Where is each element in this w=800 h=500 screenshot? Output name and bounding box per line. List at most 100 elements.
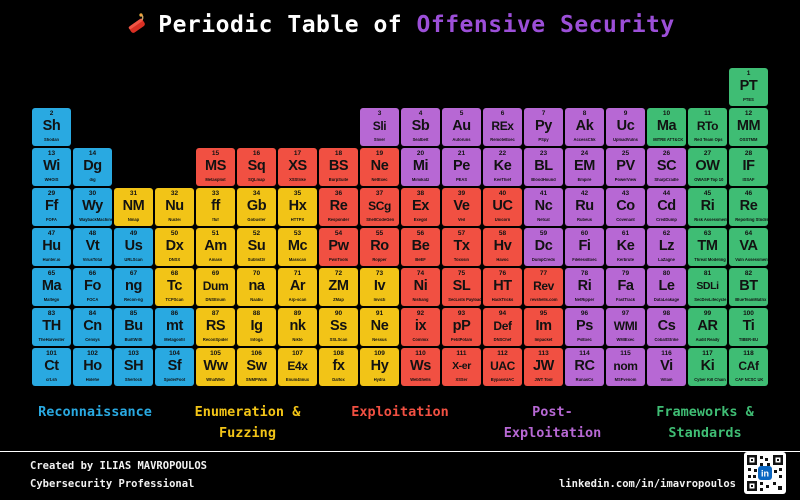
element-name: Red Team Ops (694, 138, 723, 143)
element-name: crt.sh (45, 378, 58, 383)
element-symbol: Hu (42, 238, 61, 255)
element-number: 15 (211, 149, 220, 157)
element-number: 109 (374, 349, 385, 357)
element-number: 18 (334, 149, 343, 157)
element-number: 104 (169, 349, 180, 357)
element-tile: 101 Ct crt.sh (32, 348, 71, 386)
element-name: UploadVulns (613, 138, 638, 143)
element-name: SQLmap (248, 178, 265, 183)
element-symbol: Lz (658, 238, 675, 255)
element-symbol: Uc (616, 118, 635, 135)
element-name: XSSer (455, 378, 468, 383)
element-tile: 22 Ke KeeThief (483, 148, 522, 186)
element-number: 2 (49, 109, 54, 117)
element-name: ShellCodeGen (366, 218, 395, 223)
element-name: Vuln Assessment (735, 258, 768, 263)
element-number: 57 (457, 229, 466, 237)
element-number: 76 (498, 269, 507, 277)
element-name: Audit Ready (695, 338, 720, 343)
element-number: 91 (375, 309, 384, 317)
element-name: Sherlock (124, 378, 143, 383)
element-tile: 107 E4x Enum4linux (278, 348, 317, 386)
element-name: Rubeus (577, 218, 592, 223)
element-tile: 21 Pe PEAS (442, 148, 481, 186)
element-number: 112 (497, 349, 508, 357)
element-tile: 92 ix Commix (401, 308, 440, 346)
element-number: 65 (47, 269, 56, 277)
element-name: Invicti (373, 298, 386, 303)
element-tile: 20 Mi Mimikatz (401, 148, 440, 186)
element-symbol: Ri (700, 198, 715, 215)
element-tile: 50 Dx DNSX (155, 228, 194, 266)
element-tile: 86 mt Metagoofil (155, 308, 194, 346)
element-tile: 80 Le DataLeakage (647, 268, 686, 306)
element-tile: 19 Ne NetExec (360, 148, 399, 186)
element-symbol: Am (204, 238, 227, 255)
element-symbol: Ve (453, 198, 470, 215)
element-tile: 4 Sb Seatbelt (401, 108, 440, 146)
element-number: 86 (170, 309, 179, 317)
element-number: 62 (662, 229, 671, 237)
element-symbol: ff (211, 198, 220, 215)
element-number: 48 (88, 229, 97, 237)
element-tile: 45 Ri Risk Assessment (688, 188, 727, 226)
element-symbol: ng (125, 278, 142, 295)
element-symbol: AR (697, 318, 718, 335)
element-number: 28 (744, 149, 753, 157)
element-symbol: MM (736, 118, 761, 135)
element-symbol: Gb (246, 198, 267, 215)
element-tile: 108 fx Dalfox (319, 348, 358, 386)
element-number: 71 (293, 269, 302, 277)
element-name: PowerView (614, 178, 637, 183)
element-number: 87 (211, 309, 220, 317)
element-name: Toxssin (453, 258, 470, 263)
element-name: PEAS (455, 178, 468, 183)
element-symbol: Us (124, 238, 143, 255)
element-tile: 70 na Naabu (237, 268, 276, 306)
element-name: OSSTMM (739, 138, 758, 143)
element-number: 52 (252, 229, 261, 237)
element-symbol: Cs (657, 318, 676, 335)
element-name: Nishang (412, 298, 429, 303)
legend-item-fw: Frameworks & Standards (656, 404, 754, 441)
element-tile: 40 UC Unicorn (483, 188, 522, 226)
element-tile: 54 Pw PwnTools (319, 228, 358, 266)
element-tile: 87 RS ReconSpider (196, 308, 235, 346)
element-tile: 7 Py PSpy (524, 108, 563, 146)
element-number: 79 (621, 269, 630, 277)
element-number: 74 (416, 269, 425, 277)
element-tile: 106 Sw SNMPWalk (237, 348, 276, 386)
element-number: 47 (47, 229, 56, 237)
element-name: Nmap (127, 218, 140, 223)
element-tile: 69 Dum DNSEnum (196, 268, 235, 306)
element-number: 44 (662, 189, 671, 197)
element-name: Gobuster (247, 218, 266, 223)
element-symbol: Nu (165, 198, 184, 215)
element-symbol: Pe (453, 158, 470, 175)
element-name: ISSAF (742, 178, 755, 183)
element-tile: 28 IF ISSAF (729, 148, 768, 186)
element-name: HTTPX (290, 218, 305, 223)
element-number: 106 (251, 349, 262, 357)
element-tile: 44 Cd CredDump (647, 188, 686, 226)
element-name: CredDump (656, 218, 677, 223)
element-tile: 9 Uc UploadVulns (606, 108, 645, 146)
element-symbol: VA (739, 238, 758, 255)
element-number: 94 (498, 309, 507, 317)
element-symbol: Dx (165, 238, 184, 255)
element-symbol: Ma (656, 118, 677, 135)
element-name: Ropper (372, 258, 387, 263)
element-tile: 47 Hu Hunter.io (32, 228, 71, 266)
element-symbol: JW (533, 358, 554, 375)
element-name: OWASP Top 10 (694, 178, 724, 183)
element-number: 96 (580, 309, 589, 317)
element-symbol: Ni (413, 278, 428, 295)
element-symbol: SC (656, 158, 677, 175)
element-tile: 30 Wy WaybackMachine (73, 188, 112, 226)
element-name: Kerbrute (616, 258, 634, 263)
element-tile: 110 Ws WebShells (401, 348, 440, 386)
element-number: 19 (375, 149, 384, 157)
element-name: Mimikatz (411, 178, 430, 183)
element-name: Maltego (43, 298, 60, 303)
